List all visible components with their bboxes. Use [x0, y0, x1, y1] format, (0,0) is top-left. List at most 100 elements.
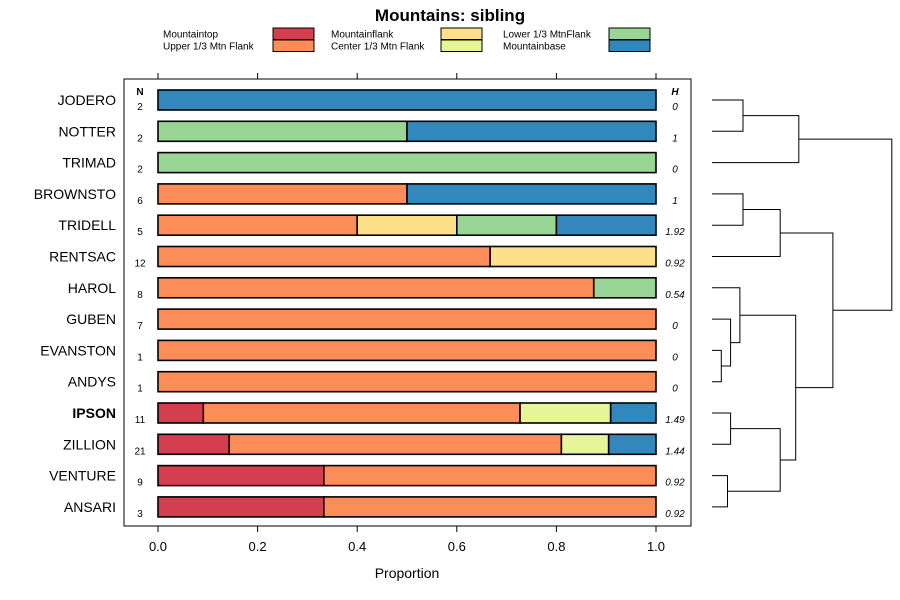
- bar-segment: [157, 496, 325, 518]
- legend-swatch: [272, 27, 315, 40]
- row-n-value: 21: [134, 446, 146, 457]
- row-n-value: 12: [134, 259, 146, 270]
- row-h-value: 0.92: [665, 509, 685, 520]
- row-h-value: 0.54: [665, 290, 685, 301]
- bar-segment: [609, 402, 657, 424]
- bar-segment: [157, 370, 657, 393]
- bar-segment: [157, 183, 408, 205]
- x-tick-label: 0.2: [249, 539, 267, 554]
- bar-segment: [592, 276, 657, 299]
- dendrogram-branch: [780, 232, 834, 389]
- dendrogram-branch: [712, 115, 800, 164]
- row-h-value: 0: [672, 321, 678, 332]
- row-n-value: 7: [137, 321, 143, 332]
- row-label: ANSARI: [64, 499, 116, 515]
- row-h-value: 1: [672, 133, 678, 144]
- row-label: NOTTER: [58, 123, 116, 139]
- dendrogram-branch: [798, 138, 893, 311]
- bar-segment: [323, 464, 657, 487]
- x-tick-label: 0.6: [448, 539, 466, 554]
- row-label: HAROL: [68, 280, 116, 296]
- bar-segment: [519, 402, 612, 424]
- legend-swatch: [440, 39, 483, 52]
- legend-swatch: [440, 27, 483, 40]
- row-h-value: 0.92: [665, 259, 685, 270]
- dendrogram-branch: [712, 209, 781, 257]
- x-axis: 0.0 0.2 0.4 0.6 0.8 1.0: [149, 73, 665, 554]
- bar-segment: [560, 433, 610, 456]
- row-n-value: 11: [135, 415, 146, 426]
- row-n-value: 2: [137, 165, 143, 176]
- bar-segment: [455, 214, 558, 236]
- bar-segment: [323, 496, 657, 518]
- bar-segment: [157, 308, 657, 330]
- row-n-value: 2: [137, 102, 143, 113]
- row-label: GUBEN: [66, 311, 116, 327]
- row-h-value: 0.92: [665, 478, 685, 489]
- bar-segment: [157, 433, 231, 456]
- row-label: ZILLION: [63, 436, 116, 452]
- row-label: BROWNSTO: [34, 186, 116, 202]
- row-n-value: 3: [137, 509, 143, 520]
- row-label: TRIMAD: [62, 155, 116, 171]
- bar-segment: [555, 214, 657, 236]
- row-label: VENTURE: [49, 468, 116, 484]
- dendrogram-branch: [712, 99, 744, 132]
- row-h-value: 1.49: [665, 415, 685, 426]
- row-n-value: 8: [137, 290, 143, 301]
- row-label: ANDYS: [68, 374, 116, 390]
- row-label: RENTSAC: [49, 249, 116, 265]
- legend-label: Upper 1/3 Mtn Flank: [163, 42, 255, 53]
- bar-segment: [157, 120, 408, 143]
- row-h-value: 0: [672, 165, 678, 176]
- legend-label: Mountaintop: [163, 30, 218, 41]
- row-label: TRIDELL: [58, 217, 116, 233]
- row-h-value: 1: [672, 196, 678, 207]
- legend-swatch: [272, 39, 315, 52]
- chart-title: Mountains: sibling: [375, 6, 525, 25]
- row-n-value: 5: [137, 227, 143, 238]
- row-n-value: 6: [137, 196, 143, 207]
- legend-label: Lower 1/3 MtnFlank: [503, 30, 592, 41]
- dendrogram-branch: [712, 412, 732, 445]
- dendrogram-branch: [712, 349, 722, 383]
- x-tick-label: 0.8: [547, 539, 565, 554]
- bar-segment: [157, 464, 325, 487]
- bar-segment: [157, 245, 491, 268]
- row-h-value: 1.92: [665, 227, 685, 238]
- dendrogram-branch: [739, 314, 797, 461]
- n-column-header: N: [136, 87, 143, 98]
- bar-segment: [489, 245, 657, 268]
- dendrogram-branch: [712, 287, 741, 344]
- dendrogram: [712, 99, 893, 508]
- dendrogram-branch: [727, 428, 781, 492]
- bar-segment: [228, 433, 563, 456]
- row-n-value: 2: [137, 133, 143, 144]
- row-h-value: 0: [672, 102, 678, 113]
- bar-segment: [157, 339, 657, 362]
- row-label: IPSON: [72, 405, 116, 421]
- row-h-value: 0: [672, 384, 678, 395]
- row-n-value: 1: [137, 352, 143, 363]
- x-tick-label: 0.4: [348, 539, 366, 554]
- bar-segment: [157, 276, 595, 299]
- row-h-value: 1.44: [665, 446, 685, 457]
- bar-segment: [607, 433, 657, 456]
- plot-frame: [123, 78, 692, 527]
- legend-label: Mountainflank: [331, 30, 394, 41]
- legend-swatch: [608, 39, 651, 52]
- bar-segment: [157, 214, 358, 236]
- row-n-value: 1: [137, 384, 143, 395]
- row-label: JODERO: [58, 92, 116, 108]
- bar-segment: [157, 151, 657, 174]
- bar-segment: [157, 89, 657, 111]
- x-tick-label: 0.0: [149, 539, 167, 554]
- legend-swatch: [608, 27, 651, 40]
- h-column-header: H: [671, 87, 679, 98]
- row-h-value: 0: [672, 352, 678, 363]
- dendrogram-branch: [712, 475, 728, 508]
- x-tick-label: 1.0: [647, 539, 665, 554]
